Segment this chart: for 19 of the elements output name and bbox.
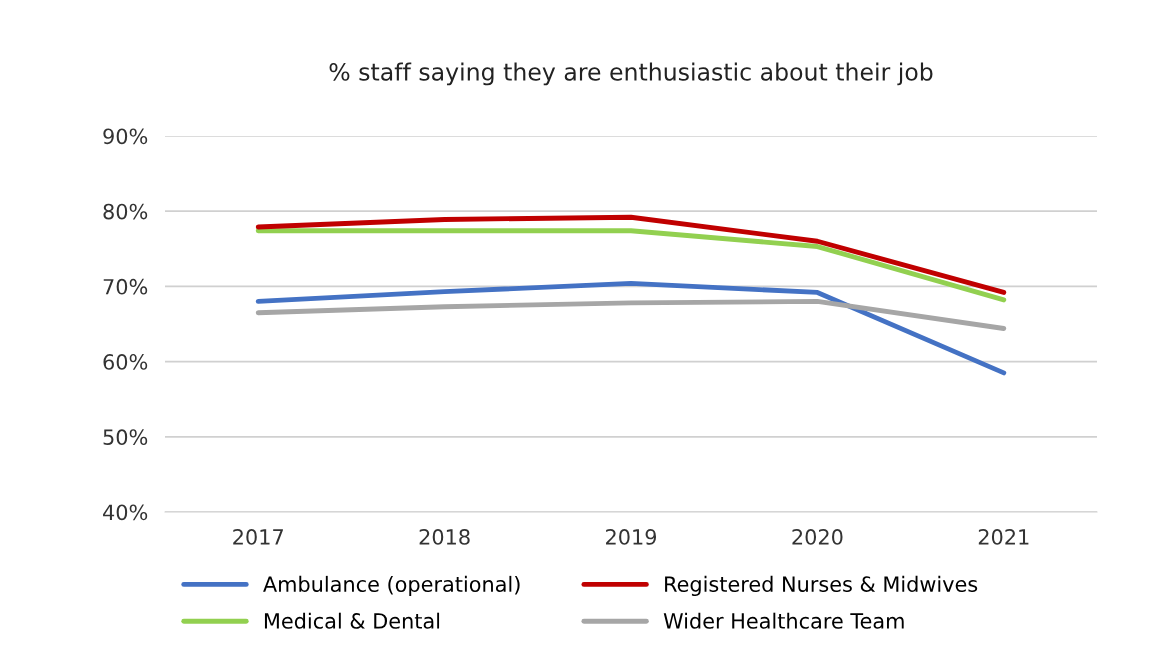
x-tick-label: 2017 bbox=[233, 529, 283, 545]
y-tick-label: 40% bbox=[103, 504, 148, 521]
line-series bbox=[255, 214, 1007, 295]
legend-label: Registered Nurses & Midwives bbox=[665, 575, 978, 597]
y-tick-label: 90% bbox=[103, 128, 148, 145]
legend-label: Ambulance (operational) bbox=[263, 575, 520, 597]
y-tick-label: 80% bbox=[103, 203, 148, 220]
x-tick-label: 2019 bbox=[606, 529, 657, 545]
legend-label: Wider Healthcare Team bbox=[663, 612, 904, 629]
x-tick-label: 2021 bbox=[978, 529, 1029, 545]
y-tick-label: 70% bbox=[103, 278, 148, 295]
y-tick-label: 50% bbox=[103, 429, 148, 446]
line-series bbox=[255, 280, 1007, 376]
chart-title: % staff saying they are enthusiastic about their job bbox=[329, 62, 933, 86]
legend-label: Medical & Dental bbox=[264, 612, 440, 629]
x-tick-label: 2018 bbox=[419, 529, 470, 545]
x-tick-label: 2020 bbox=[792, 529, 843, 545]
y-tick-label: 60% bbox=[103, 354, 148, 370]
line-series bbox=[255, 299, 1007, 331]
